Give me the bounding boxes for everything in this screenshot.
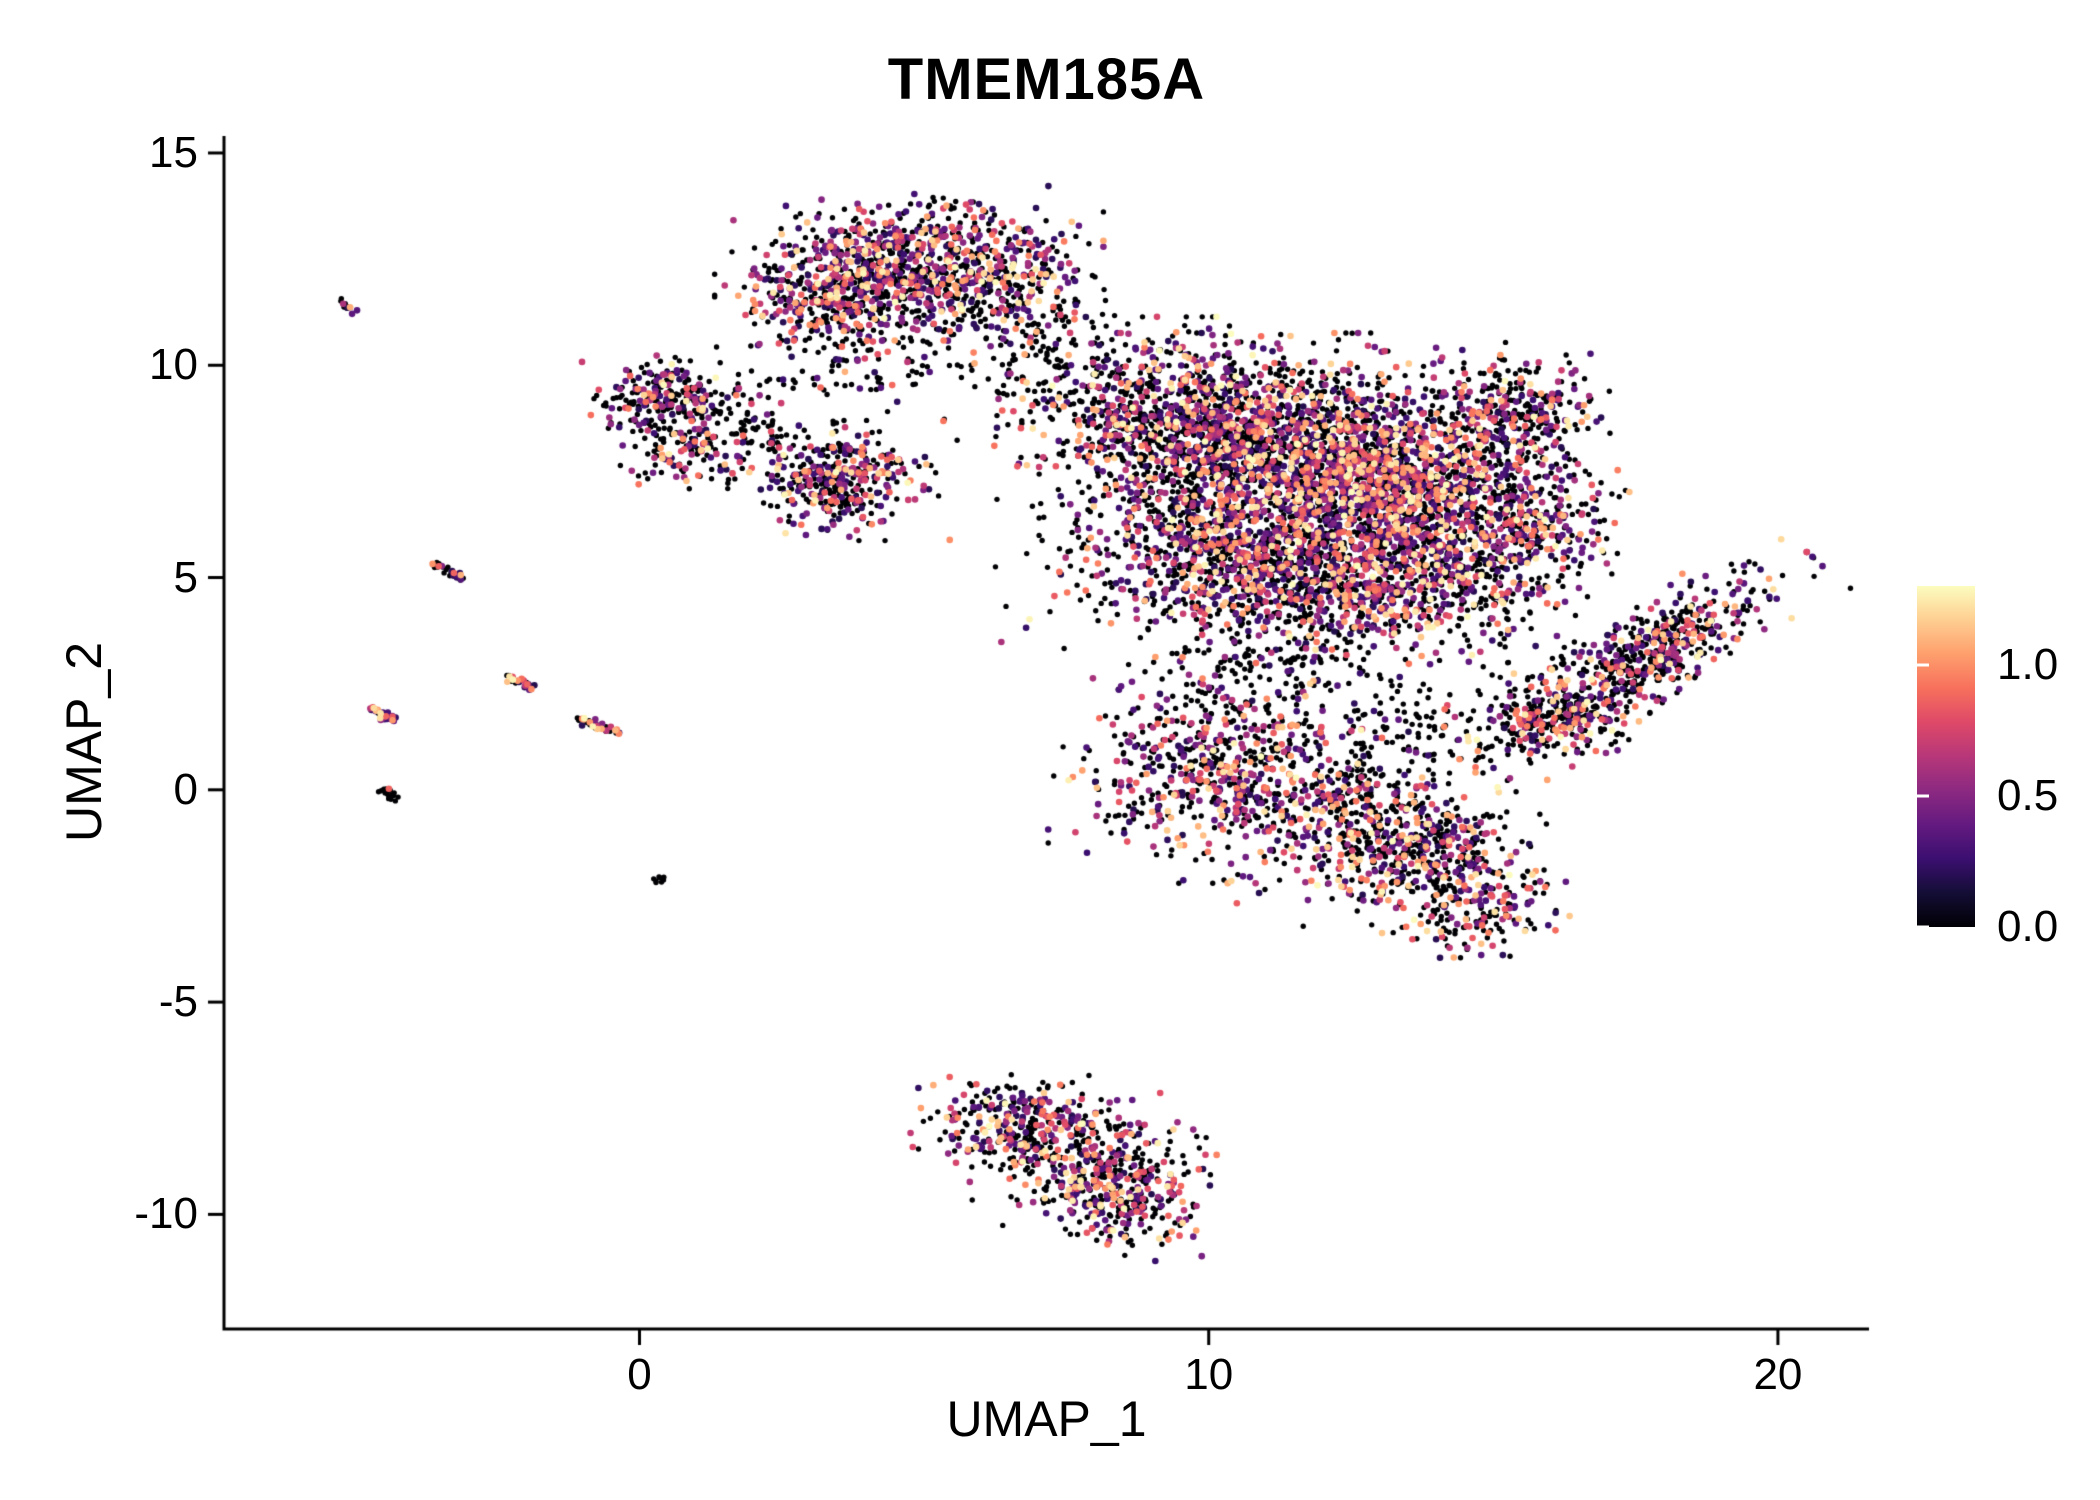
colorbar-tick-label: 0.0 xyxy=(1997,902,2059,951)
colorbar-tick-label: 0.5 xyxy=(1997,770,2059,820)
y-tick-label: 5 xyxy=(173,552,198,602)
plot-title: TMEM185A xyxy=(887,47,1206,112)
y-tick-label: 0 xyxy=(173,764,198,814)
colorbar-gradient xyxy=(1917,586,1975,927)
y-tick-label: 10 xyxy=(149,340,198,390)
x-axis-title: UMAP_1 xyxy=(946,1391,1147,1447)
x-tick-label: 0 xyxy=(627,1350,652,1399)
colorbar-tick-mark xyxy=(1917,663,1929,667)
colorbar-tick-label: 1.0 xyxy=(1997,639,2059,689)
x-tick-label: 20 xyxy=(1753,1350,1803,1399)
colorbar-tick-mark xyxy=(1917,925,1929,929)
y-tick-label: -5 xyxy=(158,977,198,1027)
y-tick-label: -10 xyxy=(134,1189,198,1239)
x-tick-label: 10 xyxy=(1184,1350,1234,1399)
y-tick-label: 15 xyxy=(149,127,198,177)
colorbar-tick-mark xyxy=(1917,794,1929,798)
